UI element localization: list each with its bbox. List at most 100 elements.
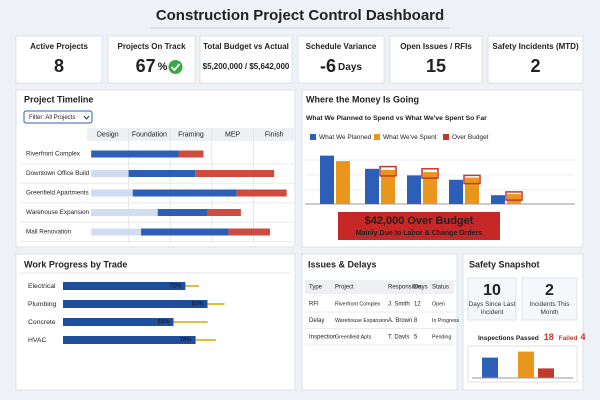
panel-title: Project Timeline	[24, 94, 93, 104]
inspections: Inspections Passed 18 Failed 4	[478, 332, 586, 342]
panel	[107, 35, 196, 84]
legend-label: What We Planned	[319, 134, 372, 141]
filter-text[interactable]: Filter: All Projects	[29, 115, 75, 121]
bar	[320, 155, 334, 204]
panel	[487, 35, 584, 84]
project-name: Riverfront Complex	[26, 151, 81, 158]
bar	[381, 169, 395, 204]
table-cell: Open	[432, 301, 445, 307]
kpi-unit: %	[158, 61, 168, 73]
panel-title: Where the Money Is Going	[306, 94, 419, 104]
timeline-bar	[141, 228, 229, 236]
filter-box[interactable]	[23, 110, 93, 124]
phase-label: Framing	[178, 131, 204, 138]
table-cell: In Progress	[432, 318, 459, 324]
progress-label: 65%	[157, 320, 170, 326]
kpi-number: 8	[54, 56, 64, 76]
phase-label: MEP	[225, 131, 241, 138]
chart-subtitle: What We Planned to Spend vs What We've S…	[306, 115, 487, 122]
timeline-bar	[178, 150, 204, 158]
trade-label: Plumbing	[28, 301, 57, 308]
table-header	[305, 280, 454, 294]
timeline-bar	[207, 209, 241, 216]
timeline-bar	[91, 209, 158, 216]
over-budget-bar	[421, 168, 439, 179]
page-title: Construction Project Control Dashboard	[156, 7, 444, 24]
kpi-label: Active Projects	[30, 42, 88, 51]
stat-card	[521, 277, 578, 321]
table-cell: Riverfront Complex	[335, 301, 381, 307]
column-header: Type	[309, 285, 323, 291]
bar	[465, 177, 479, 204]
table-cell: A. Brown	[388, 318, 412, 324]
column-header: Responsible	[388, 285, 422, 291]
legend-swatch	[443, 134, 449, 140]
timeline-bar	[91, 228, 142, 236]
kpi-value: 2	[530, 56, 540, 76]
panel	[15, 35, 103, 84]
progress-bar	[63, 336, 196, 344]
progress-bar	[63, 300, 208, 308]
table-cell: 12	[414, 302, 421, 308]
failed-label: Failed	[559, 335, 578, 342]
kpi-value: -6 Days	[320, 56, 362, 76]
table-cell: Inspection	[309, 335, 336, 341]
bar	[336, 161, 350, 204]
column-header: Status	[432, 285, 449, 291]
timeline-bar	[195, 170, 275, 177]
project-name: Greenfield Apartments	[26, 190, 89, 197]
panel-title: Work Progress by Trade	[24, 259, 127, 269]
callout-subtitle: Mainly Due to Labor & Change Orders	[356, 230, 483, 237]
kpi-value: $5,200,000 / $5,642,000	[203, 62, 290, 71]
trade-label: Electrical	[28, 283, 56, 290]
progress-label: 78%	[180, 338, 193, 344]
progress-label: 85%	[191, 302, 204, 308]
card-label: Days Since Last Incident	[468, 301, 516, 316]
table-cell: 5	[414, 335, 418, 341]
kpi-number: -6	[320, 56, 336, 76]
over-budget-bar	[379, 165, 397, 177]
inspections-passed: 18	[544, 332, 554, 342]
kpi-number: 15	[426, 56, 446, 76]
panel	[301, 253, 458, 391]
panel	[297, 35, 385, 84]
panel-title: Issues & Delays	[308, 259, 377, 269]
trade-label: Concrete	[28, 319, 56, 326]
table-cell: Warehouse Expansion	[335, 318, 388, 324]
phase-label: Design	[97, 131, 119, 138]
bar	[423, 172, 437, 204]
inspections-label: Inspections Passed	[478, 335, 539, 342]
legend-label: What We've Spent	[383, 134, 437, 141]
phase-label: Finish	[265, 131, 284, 138]
project-name: Mall Renovation	[26, 229, 72, 236]
timeline-bar	[228, 228, 271, 236]
timeline-bar	[157, 209, 208, 216]
card-label: Incidents This Month	[529, 301, 570, 316]
table-cell: Delay	[309, 318, 324, 324]
project-name: Downtown Office Build	[26, 170, 90, 177]
mini-bar	[482, 357, 498, 378]
stat-value: 2	[545, 282, 554, 299]
progress-bar	[63, 282, 186, 290]
table-cell: Greenfield Apts	[335, 334, 372, 340]
legend-swatch	[310, 134, 316, 140]
timeline-bar	[128, 170, 196, 177]
table-cell: J. Smith	[388, 302, 410, 308]
column-header: Days	[414, 285, 428, 291]
bar	[407, 175, 421, 204]
kpi-value: 67%	[136, 56, 168, 76]
legend-swatch	[374, 134, 380, 140]
table-cell: T. Davis	[388, 335, 409, 341]
table-cell: 8	[414, 318, 418, 324]
mini-bar	[538, 368, 554, 378]
timeline-header	[87, 128, 295, 141]
kpi-value: 15	[426, 56, 446, 76]
timeline-bar	[132, 189, 237, 197]
table-cell: Pending	[432, 334, 451, 340]
column-header: Project	[335, 285, 354, 291]
kpi-number: 67	[136, 56, 156, 76]
trade-label: HVAC	[28, 337, 46, 344]
phase-label: Foundation	[132, 131, 167, 138]
kpi-unit: Days	[338, 62, 362, 73]
